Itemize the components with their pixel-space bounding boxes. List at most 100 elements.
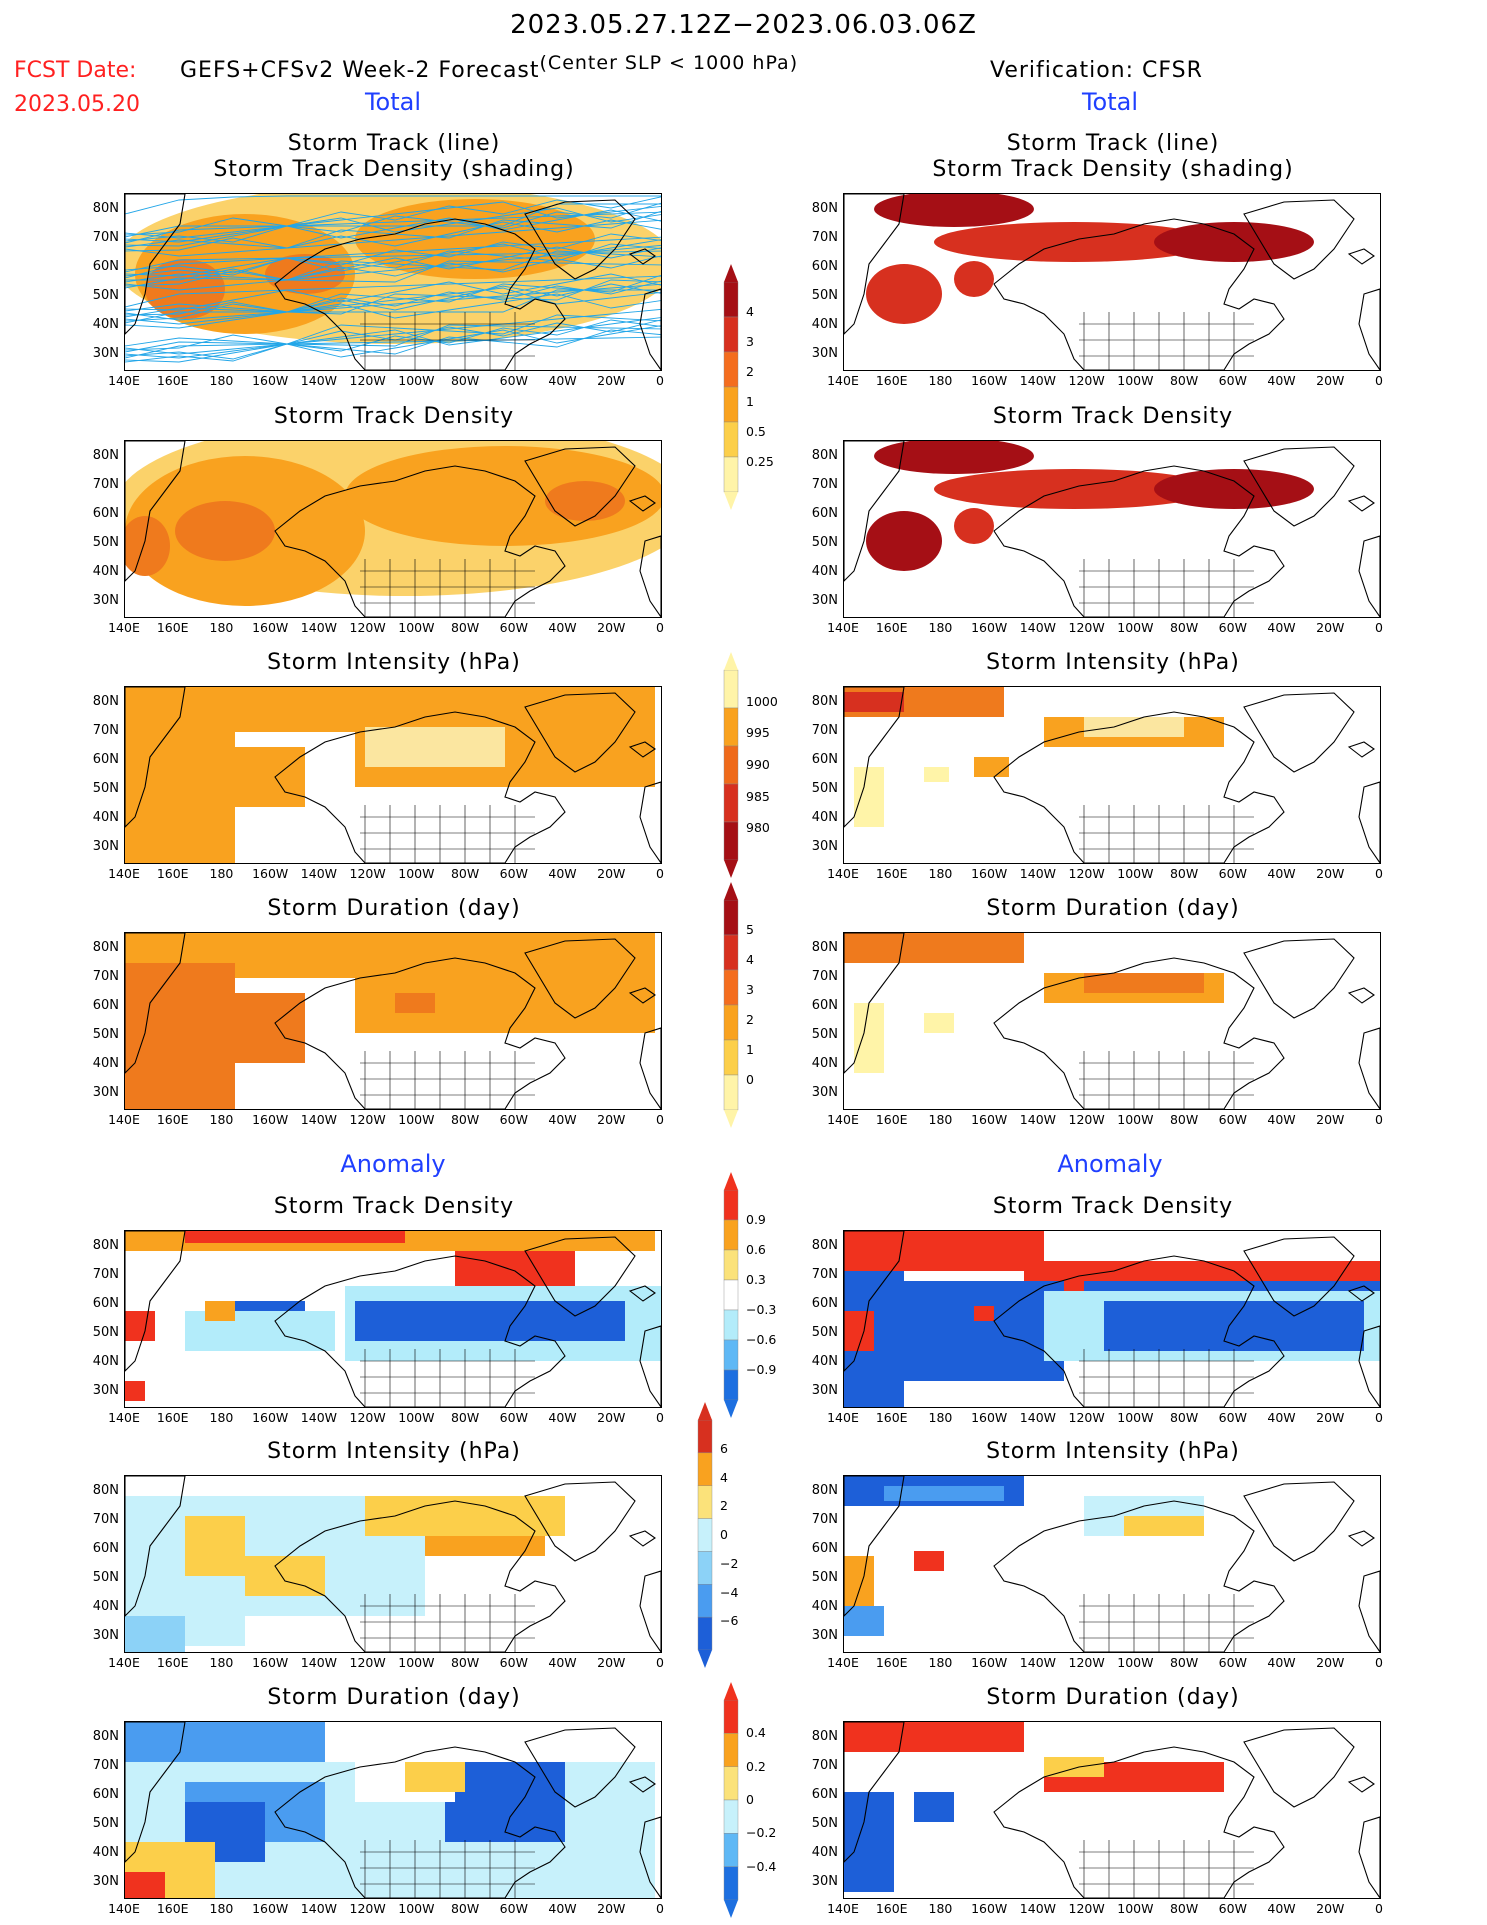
lat-tick-label: 40N [92, 1599, 119, 1614]
coastline [1347, 248, 1375, 265]
coastline [274, 1746, 566, 1898]
colorbar-label: 0 [746, 1792, 754, 1807]
lat-tick-label: 70N [92, 477, 119, 492]
shading-cell [1124, 1516, 1204, 1536]
lon-tick-label: 160E [156, 1112, 189, 1127]
map-panel [843, 1230, 1381, 1408]
lon-tick-label: 100W [1117, 373, 1154, 388]
title-density-right: Storm Track Density [992, 404, 1234, 429]
lon-tick-label: 80W [450, 1410, 480, 1425]
coastline [844, 1722, 905, 1863]
shading-cell [185, 1516, 245, 1576]
map-svg [125, 194, 661, 370]
storm-track-line [125, 250, 661, 273]
lon-tick-label: 160W [971, 1112, 1008, 1127]
lat-tick-label: 40N [811, 1845, 838, 1860]
lon-tick-label: 100W [1117, 1112, 1154, 1127]
lon-tick-label: 40W [548, 373, 577, 388]
lon-tick-label: 20W [597, 1901, 626, 1916]
lon-tick-label: 140W [1019, 866, 1057, 881]
coastline [628, 1530, 656, 1547]
colorbar-arrow-top [724, 1682, 738, 1700]
shading-cell [355, 1301, 625, 1341]
lon-tick-label: 80W [1169, 1901, 1199, 1916]
lon-tick-label: 40W [548, 1410, 577, 1425]
lat-tick-label: 50N [92, 535, 119, 550]
title-duration-left: Storm Duration (day) [267, 896, 521, 921]
colorbar-arrow-top [724, 652, 738, 670]
coastline [1243, 692, 1355, 773]
colorbar-segment [723, 1733, 739, 1767]
lat-tick-label: 50N [811, 781, 838, 796]
lon-tick-label: 120W [349, 1655, 386, 1670]
lon-tick-label: 60W [1218, 373, 1247, 388]
lat-tick-label: 70N [92, 723, 119, 738]
map-panel [124, 1721, 662, 1899]
lon-tick-label: 140E [108, 1655, 140, 1670]
lat-tick-label: 80N [811, 694, 838, 709]
coastline [1358, 288, 1380, 370]
storm-track-line [125, 279, 661, 318]
map-svg [844, 1476, 1380, 1652]
lon-tick-label: 0 [656, 620, 664, 635]
lat-tick-label: 60N [92, 1296, 119, 1311]
lat-tick-label: 30N [811, 839, 838, 854]
lon-tick-label: 60W [1218, 1655, 1247, 1670]
coastline [274, 465, 566, 617]
map-panel [124, 932, 662, 1110]
shading-cell [924, 1013, 954, 1033]
colorbar-label: 0 [720, 1527, 728, 1542]
lon-tick-label: 160W [252, 1655, 289, 1670]
colorbar-label: 980 [746, 820, 770, 836]
colorbar-segment [723, 1766, 739, 1801]
lon-tick-label: 140W [1019, 1112, 1057, 1127]
colorbar-segment [723, 1799, 739, 1834]
colorbar-label: 4 [720, 1469, 728, 1485]
colorbar-segment [723, 1004, 739, 1041]
storm-track-line [125, 219, 661, 257]
storm-track-line [125, 239, 661, 277]
lon-tick-label: 140E [108, 1410, 140, 1425]
shading-cell [844, 1606, 884, 1636]
lon-tick-label: 160E [156, 1901, 189, 1916]
lon-tick-label: 140E [827, 1410, 859, 1425]
lon-tick-label: 160W [971, 373, 1008, 388]
colorbar-label: 990 [746, 757, 770, 772]
lat-tick-label: 70N [92, 969, 119, 984]
shading-cell [1084, 717, 1184, 737]
lat-tick-label: 70N [811, 1758, 838, 1773]
colorbar-segment [723, 899, 739, 936]
storm-track-line [125, 336, 661, 359]
lat-tick-label: 50N [811, 1816, 838, 1831]
lon-tick-label: 20W [597, 1112, 626, 1127]
coastline [639, 288, 661, 370]
lat-tick-label: 60N [92, 259, 119, 274]
storm-track-line [125, 243, 661, 277]
colorbar-label: 3 [746, 982, 754, 997]
lon-tick-label: 160E [875, 373, 908, 388]
lon-tick-label: 100W [1117, 620, 1154, 635]
storm-track-line [125, 203, 661, 238]
lon-tick-label: 80W [1169, 1112, 1199, 1127]
coastline [844, 194, 905, 335]
lon-tick-label: 80W [450, 373, 480, 388]
title-intensity-anom-right: Storm Intensity (hPa) [986, 1439, 1240, 1464]
lat-tick-label: 50N [811, 1027, 838, 1042]
coastline [628, 1285, 656, 1302]
map-svg [125, 1231, 661, 1407]
colorbar-label: 0.3 [746, 1272, 766, 1287]
lon-tick-label: 0 [656, 1655, 664, 1670]
lat-tick-label: 60N [92, 1541, 119, 1556]
colorbar-segment [697, 1551, 713, 1585]
lat-tick-label: 60N [811, 752, 838, 767]
lat-tick-label: 30N [92, 593, 119, 608]
lon-tick-label: 100W [398, 866, 435, 881]
colorbar-segment [723, 1699, 739, 1734]
colorbar-arrow-bottom [724, 1110, 738, 1128]
lon-tick-label: 120W [349, 1112, 386, 1127]
shading-blob [545, 481, 625, 521]
coastline [628, 1776, 656, 1793]
title-duration-right: Storm Duration (day) [986, 896, 1240, 921]
lon-tick-label: 80W [450, 1112, 480, 1127]
storm-track-line [125, 324, 661, 353]
